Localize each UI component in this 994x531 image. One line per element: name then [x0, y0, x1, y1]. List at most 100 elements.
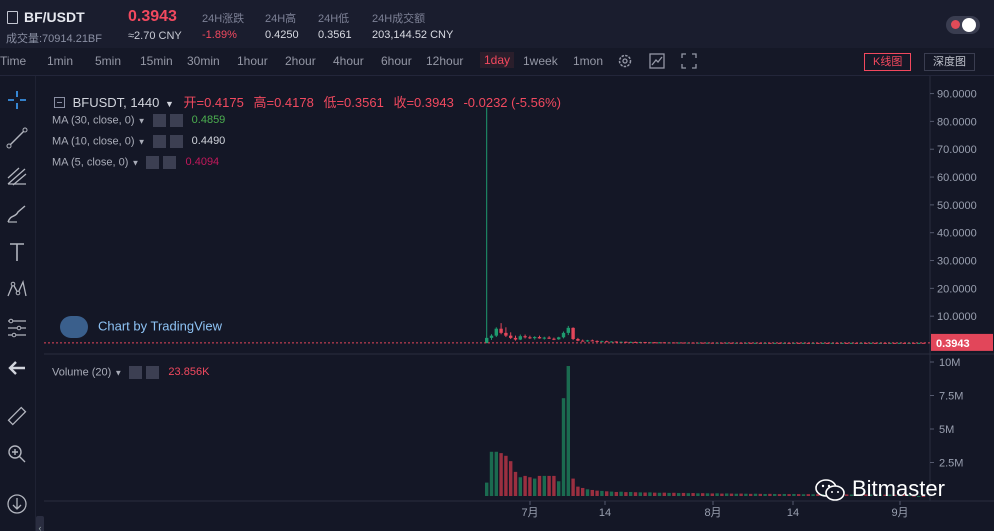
volume-legend: Volume (20) ▼ 23.856K — [52, 366, 209, 379]
settings-icon[interactable] — [617, 53, 633, 69]
ma30-dropdown-icon[interactable]: ▼ — [137, 116, 146, 126]
ma5-row: MA (5, close, 0) ▼ 0.4094 — [52, 156, 219, 169]
ma5-close-icon[interactable] — [163, 156, 177, 169]
interval-5min[interactable]: 5min — [95, 54, 122, 68]
pattern-icon[interactable] — [5, 278, 29, 302]
chart-type-icon[interactable] — [649, 53, 665, 69]
interval-15min[interactable]: 15min — [140, 54, 173, 68]
volume-bar — [624, 492, 628, 496]
candle-body — [801, 342, 806, 344]
interval-1day[interactable]: 1day — [480, 52, 515, 68]
interval-time[interactable]: Time — [0, 54, 27, 68]
zoom-in-icon[interactable] — [5, 442, 29, 466]
pair-title: BF/USDT — [24, 9, 85, 25]
ma5-label[interactable]: MA (5, close, 0) — [52, 156, 129, 169]
ma10-row: MA (10, close, 0) ▼ 0.4490 — [52, 135, 225, 148]
candle-body — [725, 342, 729, 344]
theme-toggle[interactable] — [946, 16, 980, 34]
brush-icon[interactable] — [5, 202, 29, 226]
ma30-label[interactable]: MA (30, close, 0) — [52, 114, 135, 127]
ma5-dropdown-icon[interactable]: ▼ — [131, 158, 140, 168]
volume-bar — [768, 493, 772, 496]
depth-view-button[interactable]: 深度图 — [924, 53, 975, 71]
candle-body — [542, 337, 546, 339]
ma30-close-icon[interactable] — [169, 114, 183, 127]
candle-body — [494, 328, 498, 336]
interval-30min[interactable]: 30min — [187, 54, 220, 68]
candle-body — [590, 340, 594, 342]
stat-value-turnover: 203,144.52 CNY — [372, 29, 454, 41]
trend-line-icon[interactable] — [5, 126, 29, 150]
candle-body — [849, 342, 854, 344]
crosshair-icon[interactable] — [5, 88, 29, 112]
ruler-icon[interactable] — [5, 404, 29, 428]
fullscreen-icon[interactable] — [681, 53, 697, 69]
volume-legend-label[interactable]: Volume (20) — [52, 366, 112, 379]
volume-bar — [576, 486, 580, 496]
time-tick-label: 14 — [787, 507, 799, 519]
volume-bar — [643, 492, 647, 496]
volume-dropdown-icon[interactable]: ▼ — [114, 368, 123, 378]
interval-2hour[interactable]: 2hour — [285, 54, 316, 68]
volume-bar — [672, 492, 676, 496]
volume-bar — [605, 491, 609, 496]
ma30-settings-icon[interactable] — [152, 114, 166, 127]
drawing-toolbar: ‹ — [0, 76, 44, 531]
volume-bar — [701, 493, 705, 496]
candle-body — [845, 342, 849, 344]
tradingview-watermark[interactable]: Chart by TradingView — [60, 316, 222, 338]
ma10-dropdown-icon[interactable]: ▼ — [137, 137, 146, 147]
fibonacci-icon[interactable] — [5, 316, 29, 340]
interval-12hour[interactable]: 12hour — [426, 54, 464, 68]
price-tick-label: 70.0000 — [937, 144, 977, 156]
interval-1min[interactable]: 1min — [47, 54, 74, 68]
ma10-label[interactable]: MA (10, close, 0) — [52, 135, 135, 148]
volume-bar — [686, 493, 690, 496]
legend-dropdown-icon[interactable]: ▼ — [164, 99, 174, 109]
price-tick-label: 30.0000 — [937, 256, 977, 268]
ma10-close-icon[interactable] — [169, 135, 183, 148]
price-chart[interactable]: 90.0000 80.0000 70.0000 60.0000 50.0000 40.00… — [44, 76, 994, 531]
interval-1week[interactable]: 1week — [523, 54, 558, 68]
interval-4hour[interactable]: 4hour — [333, 54, 364, 68]
volume-bar — [725, 493, 729, 496]
legend-symbol[interactable]: BFUSDT, 1440 — [72, 95, 160, 110]
legend-collapse-icon[interactable] — [54, 97, 65, 108]
back-arrow-icon[interactable] — [5, 356, 29, 380]
volume-settings-icon[interactable] — [129, 366, 143, 379]
legend-open: 开=0.4175 — [183, 95, 244, 110]
volume-bar — [629, 491, 633, 496]
candle-body — [773, 342, 777, 344]
interval-1hour[interactable]: 1hour — [237, 54, 268, 68]
collapse-toolbar-button[interactable]: ‹ — [36, 516, 44, 531]
ma10-settings-icon[interactable] — [152, 135, 166, 148]
volume-bar — [566, 366, 570, 496]
volume-bar — [883, 494, 887, 496]
candle-body — [653, 342, 657, 344]
kline-view-button[interactable]: K线图 — [864, 53, 912, 71]
volume-bar — [715, 493, 719, 496]
pitchfork-icon[interactable] — [5, 164, 29, 188]
volume-bar — [787, 494, 791, 496]
volume-bar — [581, 487, 585, 496]
candle-body — [513, 337, 518, 340]
volume-bar — [662, 492, 666, 496]
price-tick-label: 90.0000 — [937, 89, 977, 101]
candle-body — [528, 337, 532, 339]
interval-6hour[interactable]: 6hour — [381, 54, 412, 68]
volume-bar — [657, 492, 662, 496]
text-icon[interactable] — [5, 240, 29, 264]
scroll-down-icon[interactable] — [5, 492, 29, 516]
candle-body — [677, 342, 681, 344]
volume-summary: 成交量:70914.21BF — [6, 33, 102, 45]
volume-close-icon[interactable] — [146, 366, 160, 379]
chart-area[interactable]: 90.0000 80.0000 70.0000 60.0000 50.0000 40.00… — [44, 76, 994, 531]
candle-body — [749, 342, 753, 344]
volume-bar — [696, 493, 700, 496]
stat-label-high: 24H高 — [265, 13, 297, 25]
volume-bar — [681, 492, 686, 496]
cny-price: ≈2.70 CNY — [128, 30, 182, 42]
ma5-settings-icon[interactable] — [146, 156, 160, 169]
ohlc-legend: BFUSDT, 1440 ▼ 开=0.4175 高=0.4178 低=0.356… — [54, 92, 561, 111]
interval-1mon[interactable]: 1mon — [573, 54, 604, 68]
